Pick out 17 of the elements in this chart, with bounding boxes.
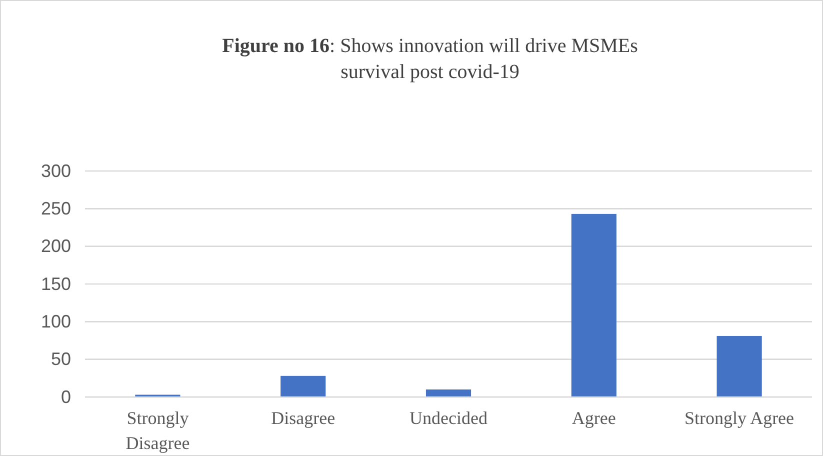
x-tick-label: Agree [572, 408, 616, 428]
x-tick-label: Disagree [271, 408, 336, 428]
y-tick-label: 0 [60, 386, 71, 407]
bar [571, 214, 616, 397]
y-tick-label: 100 [40, 311, 71, 332]
bar [280, 376, 326, 397]
y-tick-label: 300 [40, 160, 71, 181]
bar [716, 336, 762, 397]
chart-title: Figure no 16: Shows innovation will drive MSMEs survival post covid-19 [222, 35, 638, 83]
y-tick-label: 50 [50, 349, 71, 370]
y-tick-label: 200 [40, 236, 71, 256]
x-tick-label: Strongly Disagree [126, 408, 190, 453]
y-tick-label: 150 [40, 274, 71, 294]
y-tick-label: 250 [40, 198, 71, 218]
bar [426, 389, 472, 397]
x-tick-label: Strongly Agree [684, 408, 794, 428]
x-tick-label: Undecided [410, 408, 488, 428]
